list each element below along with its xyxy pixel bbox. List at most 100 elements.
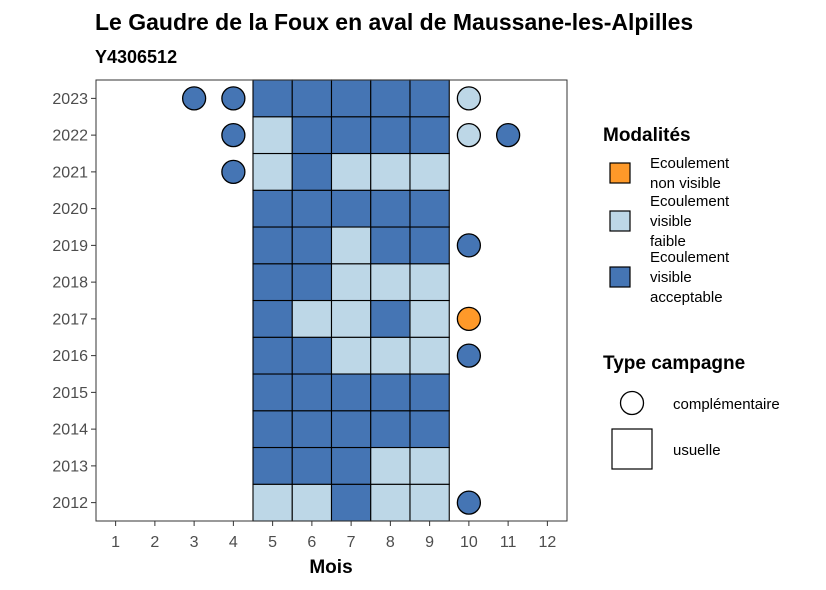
legend-label-complementaire: complémentaire bbox=[673, 396, 780, 413]
tile-2018-6 bbox=[291, 263, 333, 302]
x-tick-label: 11 bbox=[500, 534, 517, 551]
legend-key-nv bbox=[609, 162, 631, 184]
tile-2013-5 bbox=[252, 446, 293, 485]
legend-label-va: acceptable bbox=[650, 289, 723, 306]
legend-type-title: Type campagne bbox=[603, 353, 745, 374]
tile-2016-9 bbox=[409, 336, 450, 375]
tile-2021-5 bbox=[252, 152, 293, 191]
tile-2012-6 bbox=[291, 483, 333, 522]
tile-2022-6 bbox=[291, 116, 333, 155]
plot-area: 2012 2013 2014 2015 2016 2017 2018 2019 2020 2021… bbox=[52, 79, 568, 551]
tile-2020-9 bbox=[409, 189, 450, 228]
tile-2021-7 bbox=[330, 152, 372, 191]
tile-2015-6 bbox=[291, 373, 333, 412]
tile-2013-9 bbox=[409, 446, 450, 485]
tile-2014-5 bbox=[252, 410, 293, 449]
tile-2016-5 bbox=[252, 336, 293, 375]
x-tick-label: 6 bbox=[307, 534, 316, 551]
tile-2019-5 bbox=[252, 226, 293, 265]
x-tick-label: 9 bbox=[425, 534, 434, 551]
legend-label-va: Ecoulement bbox=[650, 249, 730, 266]
tile-2012-7 bbox=[330, 483, 372, 522]
tile-2022-8 bbox=[370, 116, 411, 155]
tile-2013-8 bbox=[370, 446, 411, 485]
tile-2018-7 bbox=[330, 263, 372, 302]
point-2021-4 bbox=[221, 159, 246, 185]
point-2016-10 bbox=[456, 343, 482, 368]
x-tick-label: 7 bbox=[347, 534, 356, 551]
tile-2017-5 bbox=[252, 299, 293, 338]
tile-2015-5 bbox=[252, 373, 293, 412]
y-tick-label: 2014 bbox=[52, 422, 88, 439]
tile-2016-6 bbox=[291, 336, 333, 375]
y-tick-label: 2013 bbox=[52, 458, 88, 475]
x-axis-title: Mois bbox=[309, 557, 352, 578]
y-tick-label: 2018 bbox=[52, 275, 88, 292]
y-tick-label: 2012 bbox=[52, 495, 88, 512]
x-tick-label: 12 bbox=[538, 534, 556, 551]
tile-2016-7 bbox=[330, 336, 372, 375]
x-tick-label: 10 bbox=[460, 534, 478, 551]
tile-2018-9 bbox=[409, 263, 450, 302]
tile-2017-8 bbox=[370, 299, 411, 338]
y-tick-label: 2019 bbox=[52, 238, 88, 255]
tile-2022-7 bbox=[330, 116, 372, 155]
tile-2017-9 bbox=[409, 299, 450, 338]
tile-2017-6 bbox=[291, 299, 333, 338]
y-tick-label: 2021 bbox=[52, 164, 88, 181]
x-tick-label: 2 bbox=[150, 534, 159, 551]
legend-label-nv: non visible bbox=[650, 175, 721, 192]
tile-2023-7 bbox=[330, 79, 372, 118]
panel-border bbox=[95, 79, 568, 522]
tile-2022-5 bbox=[252, 116, 293, 155]
tile-2021-9 bbox=[409, 152, 450, 191]
legend-key-vf bbox=[609, 210, 631, 232]
tile-2020-6 bbox=[291, 189, 333, 228]
x-tick-label: 8 bbox=[386, 534, 395, 551]
point-2022-11 bbox=[495, 122, 521, 148]
point-2023-3 bbox=[181, 86, 207, 111]
tile-2019-6 bbox=[291, 226, 333, 265]
y-tick-label: 2017 bbox=[52, 311, 88, 328]
x-tick-label: 5 bbox=[268, 534, 277, 551]
tile-2012-8 bbox=[370, 483, 411, 522]
tile-2015-9 bbox=[409, 373, 450, 412]
y-tick-label: 2020 bbox=[52, 201, 88, 218]
tile-2012-9 bbox=[409, 483, 450, 522]
y-tick-label: 2022 bbox=[52, 128, 88, 145]
x-tick-label: 3 bbox=[190, 534, 199, 551]
tile-2018-8 bbox=[370, 263, 411, 302]
tile-2015-7 bbox=[330, 373, 372, 412]
tile-2023-6 bbox=[291, 79, 333, 118]
tile-2016-8 bbox=[370, 336, 411, 375]
tile-2014-8 bbox=[370, 410, 411, 449]
tile-2020-7 bbox=[330, 189, 372, 228]
tile-2023-5 bbox=[252, 79, 293, 118]
tile-2018-5 bbox=[252, 263, 293, 302]
legend-label-vf: faible bbox=[650, 233, 686, 250]
tile-2019-9 bbox=[409, 226, 450, 265]
tile-2013-7 bbox=[330, 446, 372, 485]
tile-2015-8 bbox=[370, 373, 411, 412]
x-tick-label: 1 bbox=[111, 534, 120, 551]
tile-2023-8 bbox=[370, 79, 411, 118]
tile-2023-9 bbox=[409, 79, 450, 118]
tile-2014-6 bbox=[291, 410, 333, 449]
legend-label-usuelle: usuelle bbox=[673, 442, 721, 459]
tile-2013-6 bbox=[291, 446, 333, 485]
chart-subtitle: Y4306512 bbox=[95, 47, 177, 67]
y-tick-label: 2023 bbox=[52, 91, 88, 108]
tile-2021-8 bbox=[370, 152, 411, 191]
point-2017-10 bbox=[456, 306, 482, 332]
tile-2012-5 bbox=[252, 483, 293, 522]
point-2019-10 bbox=[456, 233, 482, 258]
point-2022-4 bbox=[221, 122, 246, 148]
tile-2020-5 bbox=[252, 189, 293, 228]
tile-2017-7 bbox=[330, 299, 372, 338]
legend-label-vf: visible bbox=[650, 213, 692, 230]
point-2022-10 bbox=[456, 122, 482, 148]
legend-key-usuelle bbox=[611, 428, 653, 470]
tile-2020-8 bbox=[370, 189, 411, 228]
